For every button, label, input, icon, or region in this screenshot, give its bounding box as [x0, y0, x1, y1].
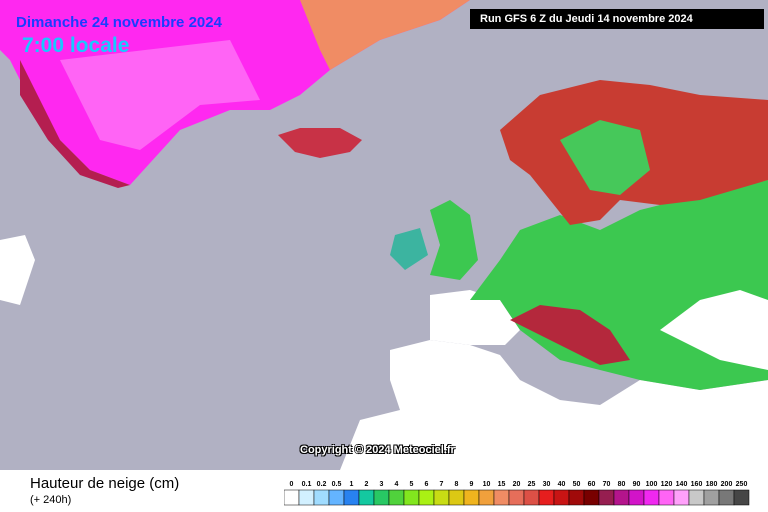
scale-swatch — [553, 489, 570, 506]
greenland-coast — [20, 60, 130, 188]
scale-swatch — [583, 489, 600, 506]
scale-label: 25 — [528, 481, 536, 488]
scale-label: 50 — [573, 481, 581, 488]
scale-label: 6 — [425, 481, 429, 488]
scale-swatch — [628, 489, 645, 506]
scale-swatch — [493, 489, 510, 506]
legend-subtitle: (+ 240h) — [30, 494, 72, 506]
greenland-inner — [60, 40, 260, 150]
scale-swatch — [343, 489, 360, 506]
scale-label: 0 — [290, 481, 294, 488]
scale-label: 250 — [736, 481, 748, 488]
scale-label: 0.1 — [302, 481, 312, 488]
map — [0, 0, 768, 470]
color-scale: 0 0.1 0.2 0.5 1 2 3 4 5 6 7 8 9 10 15 20 25 30 40 50 60 70 80 9… — [284, 481, 750, 506]
scale-label: 120 — [661, 481, 673, 488]
scale-label: 7 — [440, 481, 444, 488]
scale-swatch — [284, 489, 300, 506]
south-lands — [340, 340, 768, 470]
iceland — [278, 128, 362, 158]
scale-swatch — [658, 489, 675, 506]
scale-swatch — [718, 489, 735, 506]
scale-swatch — [703, 489, 720, 506]
scale-swatch — [298, 489, 315, 506]
scale-swatch — [688, 489, 705, 506]
scale-swatch — [523, 489, 540, 506]
scale-label: 9 — [470, 481, 474, 488]
scale-label: 160 — [691, 481, 703, 488]
scale-label: 90 — [633, 481, 641, 488]
scale-label: 140 — [676, 481, 688, 488]
time-label: 7:00 locale — [22, 34, 130, 57]
scale-label: 60 — [588, 481, 596, 488]
scale-swatch — [568, 489, 585, 506]
run-label: Run GFS 6 Z du Jeudi 14 novembre 2024 — [470, 9, 764, 29]
scale-swatch — [313, 489, 330, 506]
scale-swatch — [328, 489, 345, 506]
scale-label: 0.2 — [317, 481, 327, 488]
sweden — [560, 120, 650, 195]
labrador — [0, 235, 35, 305]
copyright: Copyright © 2024 Meteociel.fr — [300, 444, 455, 456]
scale-label: 100 — [646, 481, 658, 488]
scale-label: 0.5 — [332, 481, 342, 488]
scale-label: 80 — [618, 481, 626, 488]
scale-swatch — [448, 489, 465, 506]
east-white — [660, 290, 768, 370]
scale-swatch — [418, 489, 435, 506]
scale-label: 30 — [543, 481, 551, 488]
date-label: Dimanche 24 novembre 2024 — [16, 14, 222, 31]
scale-label: 5 — [410, 481, 414, 488]
scale-label: 180 — [706, 481, 718, 488]
scale-label: 200 — [721, 481, 733, 488]
scale-swatch — [538, 489, 555, 506]
scale-label: 15 — [498, 481, 506, 488]
britain — [430, 200, 478, 280]
scale-label: 4 — [395, 481, 399, 488]
scale-swatch — [463, 489, 480, 506]
scale-swatch — [403, 489, 420, 506]
scale-label: 8 — [455, 481, 459, 488]
ireland — [390, 228, 428, 270]
scale-swatch — [733, 489, 750, 506]
scale-label: 10 — [483, 481, 491, 488]
scale-swatch — [388, 489, 405, 506]
france-west — [430, 290, 520, 345]
scale-label: 40 — [558, 481, 566, 488]
scale-swatch — [373, 489, 390, 506]
scale-swatch — [673, 489, 690, 506]
scale-swatch — [478, 489, 495, 506]
scale-swatch — [643, 489, 660, 506]
scale-swatch — [598, 489, 615, 506]
legend-title: Hauteur de neige (cm) — [30, 475, 180, 492]
scale-label: 70 — [603, 481, 611, 488]
alps-balkans — [510, 305, 630, 365]
scale-label: 1 — [350, 481, 354, 488]
scale-swatch — [433, 489, 450, 506]
scale-swatch — [508, 489, 525, 506]
scale-swatch — [358, 489, 375, 506]
scale-label: 20 — [513, 481, 521, 488]
greenland-east — [300, 0, 470, 70]
scale-label: 2 — [365, 481, 369, 488]
scale-swatch — [613, 489, 630, 506]
scale-label: 3 — [380, 481, 384, 488]
